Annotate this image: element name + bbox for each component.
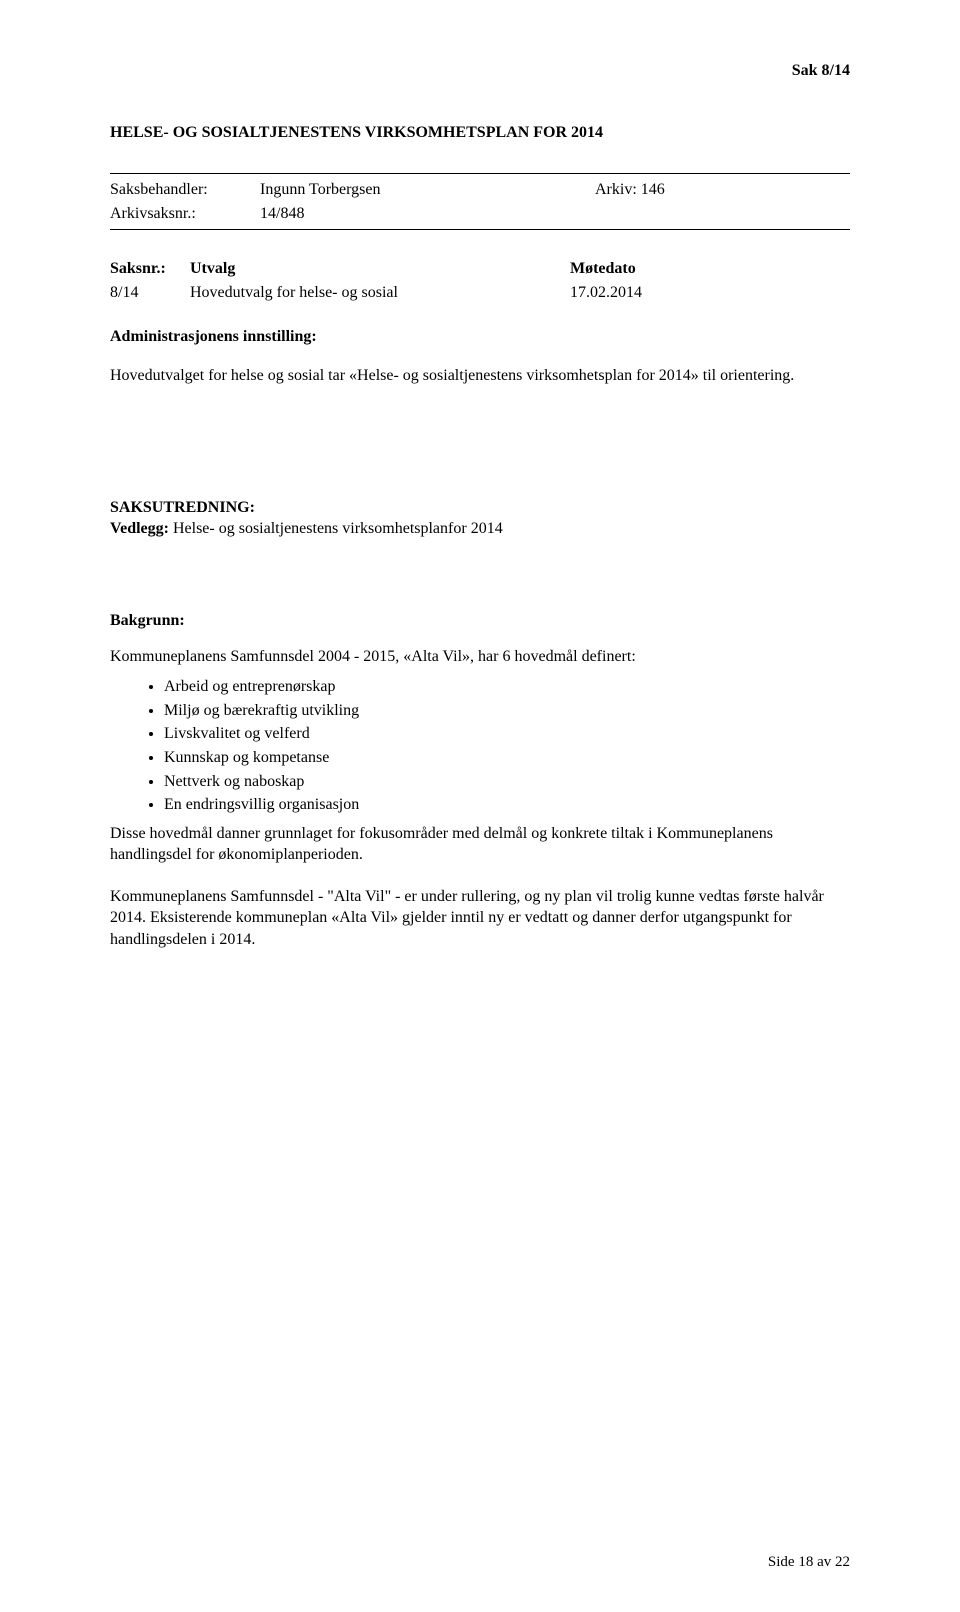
list-item: Miljø og bærekraftig utvikling [164,699,850,723]
utvalg-header-motedato: Møtedato [570,258,850,280]
vedlegg-text: Helse- og sosialtjenestens virksomhetspl… [173,520,503,537]
bakgrunn-bullet-list: Arbeid og entreprenørskap Miljø og bærek… [110,675,850,817]
vedlegg-line: Vedlegg: Helse- og sosialtjenestens virk… [110,518,850,540]
meta-row-saksbehandler: Saksbehandler: Ingunn Torbergsen Arkiv: … [110,178,850,202]
utvalg-saksnr: 8/14 [110,282,190,304]
bakgrunn-para2: Kommuneplanens Samfunnsdel - "Alta Vil" … [110,886,850,951]
case-reference: Sak 8/14 [110,60,850,82]
saksutredning-heading: SAKSUTREDNING: [110,497,850,519]
spacer [110,540,850,580]
arkivsaksnr-value: 14/848 [260,203,850,225]
list-item: En endringsvillig organisasjon [164,793,850,817]
innstilling-text: Hovedutvalget for helse og sosial tar «H… [110,365,850,387]
list-item: Nettverk og naboskap [164,770,850,794]
bakgrunn-intro: Kommuneplanens Samfunnsdel 2004 - 2015, … [110,646,850,668]
utvalg-header-row: Saksnr.: Utvalg Møtedato [110,258,850,280]
vedlegg-label: Vedlegg: [110,520,173,537]
metadata-table: Saksbehandler: Ingunn Torbergsen Arkiv: … [110,173,850,230]
list-item: Livskvalitet og velferd [164,722,850,746]
arkiv-label-value: Arkiv: 146 [515,179,850,201]
list-item: Kunnskap og kompetanse [164,746,850,770]
utvalg-name: Hovedutvalg for helse- og sosial [190,282,570,304]
saksbehandler-label: Saksbehandler: [110,179,260,201]
spacer [110,407,850,497]
saksbehandler-value: Ingunn Torbergsen [260,179,515,201]
utvalg-header-utvalg: Utvalg [190,258,570,280]
document-page: Sak 8/14 HELSE- OG SOSIALTJENESTENS VIRK… [0,0,960,1612]
list-item: Arbeid og entreprenørskap [164,675,850,699]
utvalg-header-saksnr: Saksnr.: [110,258,190,280]
bakgrunn-after-bullets: Disse hovedmål danner grunnlaget for fok… [110,823,850,866]
page-footer: Side 18 av 22 [768,1552,850,1572]
document-title: HELSE- OG SOSIALTJENESTENS VIRKSOMHETSPL… [110,122,850,144]
utvalg-data-row: 8/14 Hovedutvalg for helse- og sosial 17… [110,282,850,304]
spacer [110,580,850,610]
meta-row-arkivsaksnr: Arkivsaksnr.: 14/848 [110,202,850,226]
bakgrunn-heading: Bakgrunn: [110,610,850,632]
arkivsaksnr-label: Arkivsaksnr.: [110,203,260,225]
utvalg-motedato: 17.02.2014 [570,282,850,304]
innstilling-heading: Administrasjonens innstilling: [110,326,850,348]
